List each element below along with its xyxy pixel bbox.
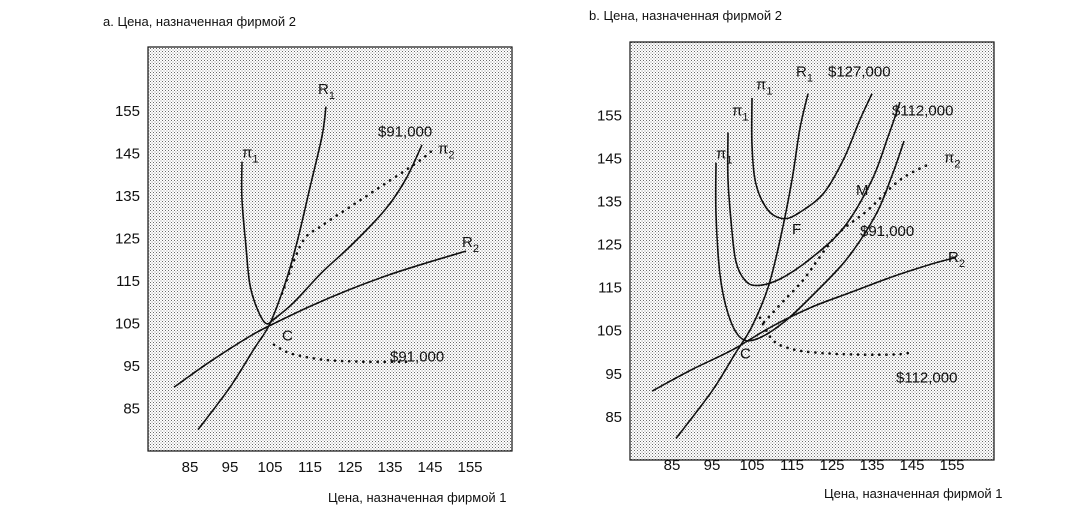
x-tick-label: 85 bbox=[664, 457, 681, 474]
x-tick-label: 155 bbox=[939, 457, 964, 474]
point-label-C: C bbox=[740, 346, 751, 363]
x-tick-label: 115 bbox=[298, 459, 322, 476]
chart-b-title: b. Цена, назначенная фирмой 2 bbox=[589, 8, 782, 23]
label-iso-91-top: $91,000 bbox=[378, 123, 432, 140]
x-tick-label: 105 bbox=[257, 459, 282, 476]
y-tick-label: 95 bbox=[605, 366, 622, 383]
y-tick-label: 125 bbox=[115, 230, 140, 247]
curve-R1 bbox=[675, 93, 809, 439]
x-tick-label: 155 bbox=[457, 459, 482, 476]
x-tick-label: 115 bbox=[780, 457, 804, 474]
x-tick-label: 145 bbox=[417, 459, 442, 476]
curve-R2 bbox=[651, 256, 957, 392]
x-tick-label: 85 bbox=[182, 459, 199, 476]
y-tick-label: 85 bbox=[123, 400, 140, 417]
y-tick-label: 135 bbox=[115, 188, 140, 205]
label-iso-112-top: $112,000 bbox=[892, 102, 953, 119]
x-tick-label: 95 bbox=[222, 459, 239, 476]
y-tick-label: 125 bbox=[597, 237, 622, 254]
plot-area-b bbox=[629, 41, 995, 461]
x-tick-label: 135 bbox=[377, 459, 402, 476]
y-tick-label: 105 bbox=[115, 315, 140, 332]
curve-iso-91-bottom bbox=[272, 343, 412, 364]
ticks-b: 85 95 105 115 125 135 145 155 85 95 105 115 125 135 14… bbox=[597, 107, 965, 474]
curve-pi2-isoprofit bbox=[280, 147, 436, 295]
label-iso-127: $127,000 bbox=[828, 63, 891, 80]
label-iso-112-bottom: $112,000 bbox=[896, 369, 957, 386]
curve-R2 bbox=[173, 250, 467, 388]
label-iso-91-bottom: $91,000 bbox=[390, 349, 444, 366]
chart-b-xlabel: Цена, назначенная фирмой 1 bbox=[824, 486, 1003, 501]
curve-pi1-91 bbox=[714, 140, 905, 342]
chart-b: 85 95 105 115 125 135 145 155 85 95 105 115 125 135 14… bbox=[589, 8, 1003, 501]
y-tick-label: 145 bbox=[597, 150, 622, 167]
x-tick-label: 125 bbox=[337, 459, 362, 476]
x-tick-label: 125 bbox=[819, 457, 844, 474]
y-tick-label: 105 bbox=[597, 323, 622, 340]
curve-pi2-isoprofit bbox=[762, 161, 934, 324]
chart-a-title: a. Цена, назначенная фирмой 2 bbox=[103, 14, 296, 29]
curves-a bbox=[173, 106, 467, 431]
y-tick-label: 115 bbox=[116, 273, 140, 290]
label-iso-91: $91,000 bbox=[860, 223, 914, 240]
point-label-C: C bbox=[282, 327, 293, 344]
curves-b bbox=[651, 93, 957, 439]
y-tick-label: 135 bbox=[597, 193, 622, 210]
plot-area-a bbox=[147, 46, 513, 452]
y-tick-label: 145 bbox=[115, 145, 140, 162]
y-tick-label: 115 bbox=[598, 280, 622, 297]
x-tick-label: 105 bbox=[739, 457, 764, 474]
ticks-a: 85 95 105 115 125 135 145 155 85 95 105 115 125 135 14… bbox=[115, 103, 483, 476]
chart-a: 85 95 105 115 125 135 145 155 85 95 105 115 125 135 14… bbox=[103, 14, 513, 505]
chart-a-xlabel: Цена, назначенная фирмой 1 bbox=[328, 490, 507, 505]
y-tick-label: 155 bbox=[115, 103, 140, 120]
y-tick-label: 95 bbox=[123, 358, 140, 375]
y-tick-label: 85 bbox=[605, 409, 622, 426]
x-tick-label: 145 bbox=[899, 457, 924, 474]
point-label-M: M bbox=[856, 182, 869, 199]
point-label-F: F bbox=[792, 221, 801, 238]
curve-pi1-112 bbox=[726, 102, 901, 287]
curve-pi1-127 bbox=[750, 93, 873, 220]
x-tick-label: 95 bbox=[704, 457, 721, 474]
curve-pi1-isoprofit bbox=[240, 144, 423, 325]
x-tick-label: 135 bbox=[859, 457, 884, 474]
y-tick-label: 155 bbox=[597, 107, 622, 124]
